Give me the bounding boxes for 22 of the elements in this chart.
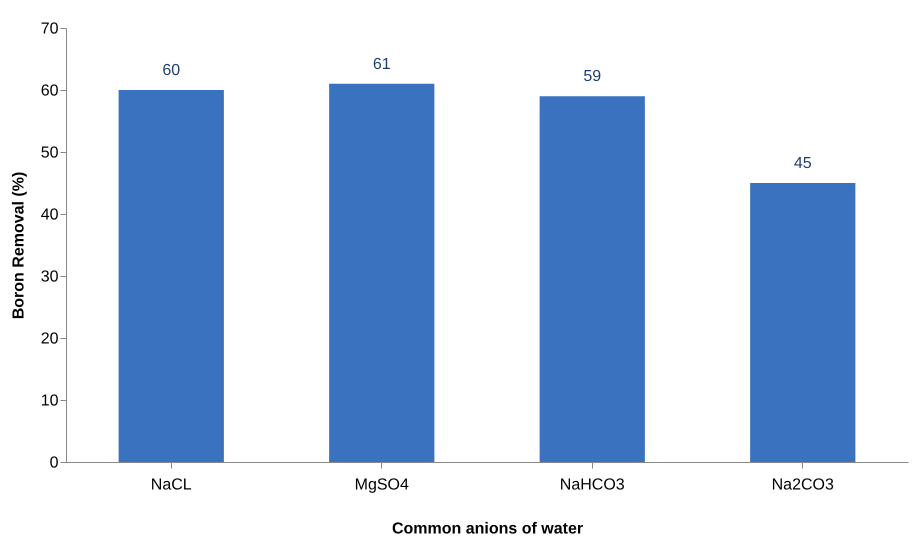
- bar: [750, 183, 856, 462]
- y-tick-label: 20: [40, 330, 59, 348]
- y-tick-label: 10: [40, 392, 59, 410]
- bar: [118, 90, 224, 462]
- x-tick-label: NaCL: [150, 476, 192, 494]
- y-tick-label: 0: [50, 454, 59, 472]
- data-label: 61: [372, 56, 391, 73]
- bar: [540, 96, 645, 462]
- x-tick-label: Na2CO3: [772, 476, 834, 494]
- y-tick-label: 30: [40, 268, 59, 286]
- y-axis-title: Boron Removal (%): [10, 172, 28, 320]
- y-tick-label: 40: [40, 206, 59, 224]
- bar: [329, 84, 434, 462]
- y-tick-label: 60: [40, 82, 59, 100]
- x-tick-label: NaHCO3: [560, 476, 625, 494]
- data-label: 45: [794, 155, 812, 172]
- data-label: 59: [583, 68, 602, 86]
- y-tick-label: 50: [40, 144, 59, 162]
- x-tick-label: MgSO4: [354, 476, 409, 494]
- data-label: 60: [162, 62, 180, 79]
- x-axis-title: Common anions of water: [392, 520, 584, 538]
- y-tick-label: 70: [40, 20, 59, 38]
